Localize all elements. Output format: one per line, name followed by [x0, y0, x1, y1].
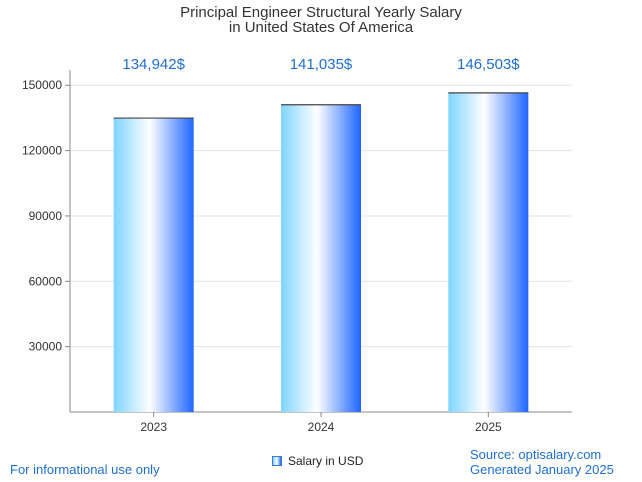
x-tick-label: 2023	[140, 420, 167, 434]
generated-text: Generated January 2025	[470, 462, 614, 477]
disclaimer-text: For informational use only	[10, 462, 160, 477]
legend[interactable]: Salary in USD	[272, 454, 363, 468]
y-tick-label: 30000	[29, 340, 63, 354]
labels: 30000 60000 90000 120000 150000 134,942$ 2023 1…	[22, 56, 520, 434]
legend-label: Salary in USD	[288, 454, 364, 468]
chart-subtitle: in United States Of America	[228, 19, 414, 36]
chart-title: Principal Engineer Structural Yearly Sal…	[180, 4, 462, 21]
y-tick-label: 150000	[22, 78, 62, 92]
y-tick-label: 90000	[29, 209, 63, 223]
bar	[281, 104, 361, 413]
data-label: 146,503$	[457, 56, 520, 73]
x-tick-label: 2025	[475, 420, 502, 434]
data-label: 141,035$	[290, 56, 353, 73]
data-label: 134,942$	[122, 56, 185, 73]
bar	[113, 118, 194, 412]
legend-swatch	[272, 456, 282, 466]
y-tick-label: 120000	[22, 144, 62, 158]
bar	[448, 92, 529, 412]
x-tick-label: 2024	[308, 420, 335, 434]
bars	[113, 92, 529, 413]
source-text: Source: optisalary.com	[470, 447, 602, 462]
y-tick-label: 60000	[29, 274, 63, 288]
